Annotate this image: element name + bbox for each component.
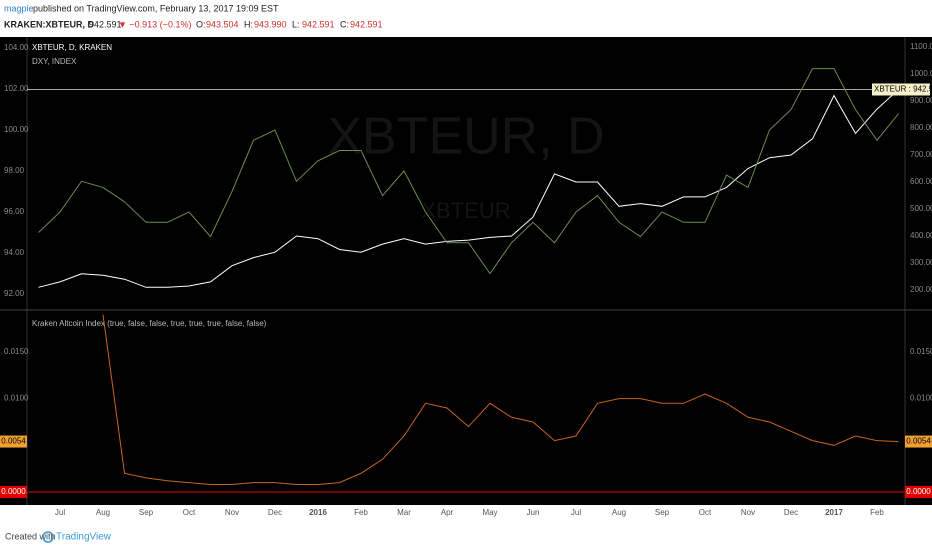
series-line bbox=[38, 68, 899, 275]
ohlc-value: 943.504 bbox=[206, 19, 239, 29]
y-tick-label: 0.0100 bbox=[4, 394, 29, 403]
logo bbox=[42, 531, 54, 543]
x-tick-label: Mar bbox=[397, 508, 411, 517]
y-tick-label: 104.00 bbox=[4, 43, 29, 52]
x-tick-label: Nov bbox=[225, 508, 239, 517]
symbol: KRAKEN:XBTEUR, D bbox=[4, 19, 95, 29]
ohlc-label: C: bbox=[340, 19, 349, 29]
ohlc: O: 943.504 H: 943.990 L: 942.591 C: 942.591 bbox=[196, 19, 383, 29]
footer-created: Created with bbox=[5, 531, 56, 541]
chart-panel bbox=[0, 37, 932, 505]
y-tick-label: 92.00 bbox=[4, 289, 25, 298]
baseline-tag bbox=[905, 485, 932, 498]
ohlc-label: L: bbox=[292, 19, 300, 29]
ohlc-label: O: bbox=[196, 19, 206, 29]
y-tick-label: 98.00 bbox=[4, 166, 25, 175]
y-tick-label: 102.00 bbox=[4, 84, 29, 93]
x-tick-label: Aug bbox=[612, 508, 626, 517]
watermark: XBTEUR, D bbox=[327, 108, 604, 166]
x-tick-label: May bbox=[482, 508, 497, 517]
baseline-tag bbox=[0, 485, 27, 498]
author[interactable]: magpie bbox=[4, 3, 34, 13]
ohlc-value: 942.591 bbox=[302, 19, 335, 29]
last-value-tag bbox=[905, 435, 932, 448]
x-tick-label: Sep bbox=[139, 508, 154, 517]
x-tick-label: Aug bbox=[96, 508, 110, 517]
y-tick-label: 200.000 bbox=[910, 285, 932, 294]
y-tick-label: 1100.000 bbox=[910, 42, 932, 51]
y-tick-label: 0.0100 bbox=[910, 394, 932, 403]
watermark-sub: XBTEUR bbox=[421, 198, 510, 223]
last-value-label: 0.0054 bbox=[1, 437, 26, 446]
price-label: XBTEUR : 942.591 bbox=[874, 85, 932, 94]
x-tick-label: 2016 bbox=[309, 508, 327, 517]
x-tick-label: Oct bbox=[699, 508, 712, 517]
last-value-tag bbox=[0, 435, 27, 448]
y-tick-label: 100.00 bbox=[4, 125, 29, 134]
ohlc-value: 942.591 bbox=[350, 19, 383, 29]
baseline-label: 0.0000 bbox=[906, 487, 931, 496]
x-tick-label: Feb bbox=[354, 508, 368, 517]
y-tick-label: 800.000 bbox=[910, 123, 932, 132]
x-tick-label: Jun bbox=[527, 508, 540, 517]
series-line bbox=[102, 314, 899, 485]
x-tick-label: Jul bbox=[55, 508, 65, 517]
y-tick-label: 400.000 bbox=[910, 231, 932, 240]
legend-entry: XBTEUR, D, KRAKEN bbox=[32, 43, 112, 52]
y-tick-label: 300.000 bbox=[910, 258, 932, 267]
y-tick-label: 500.000 bbox=[910, 204, 932, 213]
y-tick-label: 0.0150 bbox=[4, 347, 29, 356]
y-tick-label: 96.00 bbox=[4, 207, 25, 216]
pane-title: Kraken Altcoin Index (true, false, false… bbox=[32, 319, 267, 328]
x-tick-label: Dec bbox=[268, 508, 282, 517]
last-value-label: 0.0054 bbox=[906, 437, 931, 446]
footer-brand[interactable]: TradingView bbox=[56, 532, 112, 543]
y-tick-label: 94.00 bbox=[4, 248, 25, 257]
ohlc-value: 943.990 bbox=[254, 19, 287, 29]
x-tick-label: Sep bbox=[655, 508, 670, 517]
x-tick-label: Jul bbox=[571, 508, 581, 517]
x-tick-label: Nov bbox=[741, 508, 755, 517]
y-tick-label: 900.000 bbox=[910, 96, 932, 105]
price-tag bbox=[872, 83, 930, 96]
x-tick-label: Oct bbox=[183, 508, 196, 517]
x-tick-label: Feb bbox=[870, 508, 884, 517]
y-tick-label: 600.000 bbox=[910, 177, 932, 186]
y-tick-label: 1000.000 bbox=[910, 69, 932, 78]
change: ▼ −0.913 (−0.1%) bbox=[118, 19, 191, 29]
series-line bbox=[38, 89, 899, 288]
y-tick-label: 700.000 bbox=[910, 150, 932, 159]
x-tick-label: 2017 bbox=[825, 508, 843, 517]
x-tick-label: Apr bbox=[441, 508, 454, 517]
y-tick-label: 0.0150 bbox=[910, 347, 932, 356]
ohlc-label: H: bbox=[244, 19, 253, 29]
x-tick-label: Dec bbox=[784, 508, 798, 517]
published: published on TradingView.com, February 1… bbox=[33, 3, 279, 13]
last-price: 942.591 bbox=[89, 19, 122, 29]
legend-entry: DXY, INDEX bbox=[32, 57, 77, 66]
baseline-label: 0.0000 bbox=[1, 487, 26, 496]
